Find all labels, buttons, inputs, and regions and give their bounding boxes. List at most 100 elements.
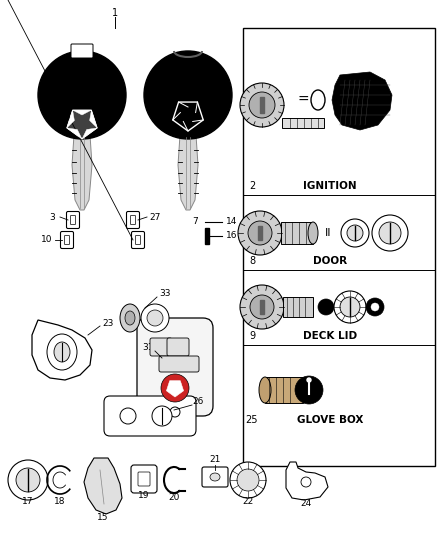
Circle shape bbox=[8, 460, 48, 500]
Ellipse shape bbox=[125, 311, 135, 325]
FancyBboxPatch shape bbox=[135, 236, 141, 245]
Circle shape bbox=[248, 221, 272, 245]
Ellipse shape bbox=[47, 334, 77, 370]
Circle shape bbox=[170, 407, 180, 417]
Text: 7: 7 bbox=[192, 217, 198, 227]
Text: 22: 22 bbox=[242, 497, 254, 505]
Text: 20: 20 bbox=[168, 492, 180, 502]
FancyBboxPatch shape bbox=[131, 465, 157, 493]
Text: 23: 23 bbox=[102, 319, 114, 327]
FancyBboxPatch shape bbox=[167, 338, 189, 356]
Text: 9: 9 bbox=[249, 331, 255, 341]
Circle shape bbox=[238, 211, 282, 255]
Polygon shape bbox=[166, 381, 184, 397]
Polygon shape bbox=[82, 128, 97, 139]
Bar bbox=[260, 300, 264, 314]
Ellipse shape bbox=[311, 90, 325, 110]
Text: 10: 10 bbox=[41, 236, 53, 245]
Text: DECK LID: DECK LID bbox=[303, 331, 357, 341]
Circle shape bbox=[295, 376, 323, 404]
Ellipse shape bbox=[120, 304, 140, 332]
Text: II: II bbox=[325, 228, 331, 238]
Bar bbox=[282, 118, 324, 128]
Ellipse shape bbox=[210, 473, 220, 481]
Circle shape bbox=[372, 215, 408, 251]
Text: 15: 15 bbox=[97, 513, 109, 522]
Circle shape bbox=[340, 297, 360, 317]
Bar bbox=[281, 222, 313, 244]
Circle shape bbox=[152, 406, 172, 426]
Text: 18: 18 bbox=[54, 497, 66, 506]
FancyBboxPatch shape bbox=[202, 467, 228, 487]
FancyBboxPatch shape bbox=[64, 236, 70, 245]
Text: 3: 3 bbox=[49, 213, 55, 222]
Bar bbox=[205, 228, 209, 244]
Text: □: □ bbox=[175, 344, 181, 350]
FancyBboxPatch shape bbox=[60, 231, 74, 248]
Circle shape bbox=[240, 83, 284, 127]
Text: 27: 27 bbox=[149, 213, 161, 222]
Polygon shape bbox=[67, 110, 97, 139]
Circle shape bbox=[379, 222, 401, 244]
Ellipse shape bbox=[308, 222, 318, 244]
Text: 14: 14 bbox=[226, 217, 237, 227]
Circle shape bbox=[341, 219, 369, 247]
FancyBboxPatch shape bbox=[150, 338, 172, 356]
Circle shape bbox=[16, 468, 40, 492]
Bar bbox=[243, 28, 435, 466]
Polygon shape bbox=[286, 462, 328, 500]
Circle shape bbox=[237, 469, 259, 491]
Text: △: △ bbox=[158, 344, 164, 350]
Polygon shape bbox=[67, 128, 82, 139]
Circle shape bbox=[250, 295, 274, 319]
Polygon shape bbox=[67, 110, 74, 128]
Polygon shape bbox=[332, 72, 392, 130]
FancyBboxPatch shape bbox=[67, 212, 80, 229]
FancyBboxPatch shape bbox=[104, 396, 196, 436]
FancyBboxPatch shape bbox=[138, 472, 150, 486]
Ellipse shape bbox=[259, 377, 271, 403]
FancyBboxPatch shape bbox=[131, 215, 135, 224]
Polygon shape bbox=[178, 135, 198, 210]
Polygon shape bbox=[90, 110, 97, 128]
Text: DOOR: DOOR bbox=[313, 256, 347, 266]
Text: 19: 19 bbox=[138, 490, 150, 499]
Polygon shape bbox=[73, 110, 92, 115]
Text: IGNITION: IGNITION bbox=[303, 181, 357, 191]
Text: 16: 16 bbox=[226, 231, 237, 240]
Bar bbox=[260, 97, 264, 113]
Bar bbox=[258, 226, 262, 240]
Polygon shape bbox=[72, 135, 92, 210]
Circle shape bbox=[120, 408, 136, 424]
FancyBboxPatch shape bbox=[71, 215, 75, 224]
FancyBboxPatch shape bbox=[127, 212, 139, 229]
Circle shape bbox=[347, 225, 363, 241]
Bar bbox=[283, 297, 313, 317]
Circle shape bbox=[318, 299, 334, 315]
Circle shape bbox=[249, 92, 275, 118]
Ellipse shape bbox=[54, 342, 70, 362]
Text: 2: 2 bbox=[249, 181, 255, 191]
FancyBboxPatch shape bbox=[71, 44, 93, 58]
Text: 8: 8 bbox=[249, 256, 255, 266]
Circle shape bbox=[334, 291, 366, 323]
Text: 21: 21 bbox=[209, 456, 221, 464]
Text: 24: 24 bbox=[300, 498, 311, 507]
Circle shape bbox=[240, 285, 284, 329]
Text: 1: 1 bbox=[112, 8, 118, 18]
Text: II: II bbox=[248, 302, 254, 312]
Text: 33: 33 bbox=[159, 288, 171, 297]
Circle shape bbox=[144, 51, 232, 139]
Circle shape bbox=[161, 374, 189, 402]
Circle shape bbox=[366, 298, 384, 316]
Text: UNLOCK: UNLOCK bbox=[169, 361, 189, 367]
FancyBboxPatch shape bbox=[131, 231, 145, 248]
Text: GLOVE BOX: GLOVE BOX bbox=[297, 415, 363, 425]
Circle shape bbox=[307, 378, 311, 382]
FancyBboxPatch shape bbox=[137, 318, 213, 416]
FancyBboxPatch shape bbox=[159, 356, 199, 372]
Text: 26: 26 bbox=[192, 398, 204, 407]
Polygon shape bbox=[32, 320, 92, 380]
Text: 17: 17 bbox=[22, 497, 34, 506]
Circle shape bbox=[371, 303, 379, 311]
